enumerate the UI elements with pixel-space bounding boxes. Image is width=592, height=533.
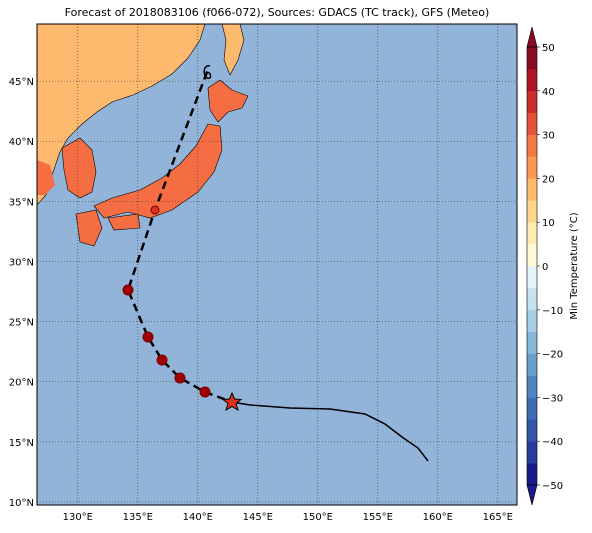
cyclone-marker xyxy=(174,372,186,384)
colorbar-band xyxy=(527,156,537,179)
colorbar-band xyxy=(527,90,537,113)
lon-tick-label: 155°E xyxy=(363,512,393,523)
colorbar-band xyxy=(527,68,537,92)
lat-tick-label: 30°N xyxy=(9,257,34,268)
map xyxy=(36,23,518,506)
lat-tick-label: 45°N xyxy=(9,77,34,88)
colorbar-band xyxy=(527,178,537,201)
cyclone-marker xyxy=(150,205,160,215)
storm-symbol xyxy=(203,65,212,80)
track-forecast xyxy=(126,71,233,404)
colorbar-band xyxy=(527,200,537,223)
map-title: Forecast of 2018083106 (f066-072), Sourc… xyxy=(65,6,490,19)
colorbar-tick-label: −30 xyxy=(542,393,563,404)
ocean xyxy=(37,24,517,505)
colorbar-tick-label: 0 xyxy=(542,262,548,273)
lat-tick-label: 20°N xyxy=(9,378,34,389)
map-frame xyxy=(36,23,518,506)
lon-tick-label: 140°E xyxy=(183,512,213,523)
colorbar-tick-label: −40 xyxy=(542,437,563,448)
colorbar-band xyxy=(527,331,537,354)
track-observed xyxy=(231,401,429,462)
lat-tick-label: 40°N xyxy=(9,137,34,148)
colorbar-band xyxy=(527,47,537,70)
colorbar-band xyxy=(527,112,537,135)
colorbar: −50 −40 −30 −20 −10 0 10 20 30 40 50 xyxy=(526,26,563,506)
colorbar-band xyxy=(527,419,537,442)
cyclone-marker xyxy=(122,284,134,296)
colorbar-band xyxy=(527,375,537,398)
korea xyxy=(61,137,97,199)
colorbar-tick-label: −50 xyxy=(542,481,563,492)
grid xyxy=(37,24,517,505)
hokkaido xyxy=(207,79,249,123)
colorbar-band xyxy=(527,309,537,332)
colorbar-tick-label: 10 xyxy=(542,218,555,229)
lon-tick-label: 135°E xyxy=(123,512,153,523)
lat-tick-label: 25°N xyxy=(9,318,34,329)
current-position xyxy=(221,391,243,412)
lat-tick-label: 10°N xyxy=(9,498,34,509)
track-points xyxy=(122,205,211,398)
colorbar-tick-label: −20 xyxy=(542,350,563,361)
cyclone-marker xyxy=(199,386,211,398)
colorbar-tick-label: 30 xyxy=(542,131,555,142)
colorbar-tick-label: 20 xyxy=(542,174,555,185)
lon-tick-label: 130°E xyxy=(63,512,93,523)
colorbar-band xyxy=(527,441,537,464)
colorbar-tick-label: 40 xyxy=(542,87,555,98)
shikoku xyxy=(107,213,141,231)
sakhalin xyxy=(221,23,245,76)
lon-tick-label: 160°E xyxy=(423,512,453,523)
colorbar-band xyxy=(527,244,537,267)
colorbar-tick-label: −10 xyxy=(542,306,563,317)
lat-tick-label: 35°N xyxy=(9,197,34,208)
colorbar-band xyxy=(527,397,537,420)
cyclone-marker xyxy=(156,354,168,366)
colorbar-band xyxy=(527,463,537,486)
china-coast xyxy=(37,160,55,195)
colorbar-band xyxy=(527,266,537,289)
colorbar-label: Min Temperature (°C) xyxy=(569,212,580,319)
colorbar-extend-max xyxy=(526,26,538,48)
lon-tick-label: 165°E xyxy=(483,512,513,523)
lon-tick-label: 145°E xyxy=(243,512,273,523)
colorbar-band xyxy=(527,353,537,376)
colorbar-band xyxy=(527,287,537,311)
cyclone-marker xyxy=(142,331,154,343)
colorbar-band xyxy=(527,134,537,157)
kyushu xyxy=(75,209,103,247)
colorbar-extend-min xyxy=(526,484,538,506)
colorbar-band xyxy=(527,222,537,245)
colorbar-tick-label: 50 xyxy=(542,43,555,54)
lat-tick-label: 15°N xyxy=(9,438,34,449)
lon-tick-label: 150°E xyxy=(303,512,333,523)
